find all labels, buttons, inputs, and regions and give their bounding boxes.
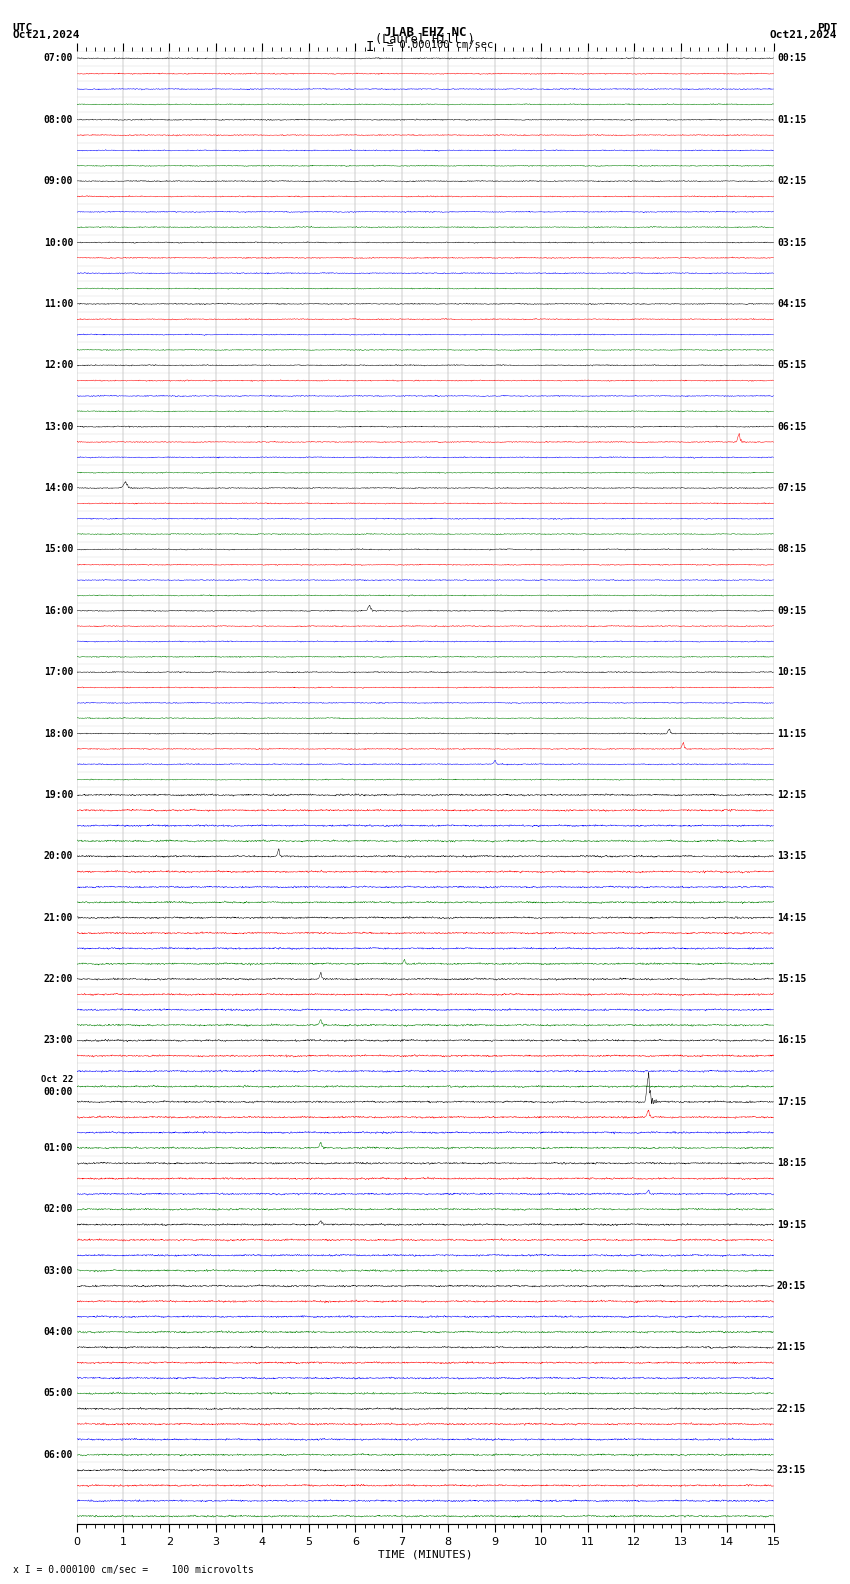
Text: 00:15: 00:15 bbox=[777, 54, 807, 63]
Text: 19:15: 19:15 bbox=[777, 1220, 807, 1229]
Text: 22:00: 22:00 bbox=[43, 974, 73, 984]
Text: 09:15: 09:15 bbox=[777, 605, 807, 616]
Text: 06:00: 06:00 bbox=[43, 1449, 73, 1460]
Text: 17:15: 17:15 bbox=[777, 1096, 807, 1107]
Text: 12:15: 12:15 bbox=[777, 790, 807, 800]
Text: 07:00: 07:00 bbox=[43, 54, 73, 63]
Text: UTC: UTC bbox=[13, 22, 33, 33]
Text: PDT: PDT bbox=[817, 22, 837, 33]
Text: 01:00: 01:00 bbox=[43, 1142, 73, 1153]
Text: 23:00: 23:00 bbox=[43, 1036, 73, 1045]
X-axis label: TIME (MINUTES): TIME (MINUTES) bbox=[377, 1549, 473, 1560]
Text: 16:00: 16:00 bbox=[43, 605, 73, 616]
Text: = 0.000100 cm/sec: = 0.000100 cm/sec bbox=[387, 40, 493, 51]
Text: 11:15: 11:15 bbox=[777, 729, 807, 738]
Text: 20:00: 20:00 bbox=[43, 851, 73, 862]
Text: x I = 0.000100 cm/sec =    100 microvolts: x I = 0.000100 cm/sec = 100 microvolts bbox=[13, 1565, 253, 1574]
Text: 20:15: 20:15 bbox=[777, 1281, 807, 1291]
Text: 09:00: 09:00 bbox=[43, 176, 73, 187]
Text: 05:00: 05:00 bbox=[43, 1388, 73, 1399]
Text: Oct 22: Oct 22 bbox=[41, 1076, 73, 1083]
Text: 12:00: 12:00 bbox=[43, 360, 73, 371]
Text: (Laurel Hill ): (Laurel Hill ) bbox=[375, 33, 475, 46]
Text: 01:15: 01:15 bbox=[777, 114, 807, 125]
Text: 16:15: 16:15 bbox=[777, 1036, 807, 1045]
Text: 03:15: 03:15 bbox=[777, 238, 807, 247]
Text: 06:15: 06:15 bbox=[777, 421, 807, 432]
Text: 10:15: 10:15 bbox=[777, 667, 807, 678]
Text: 13:15: 13:15 bbox=[777, 851, 807, 862]
Text: 03:00: 03:00 bbox=[43, 1266, 73, 1275]
Text: 19:00: 19:00 bbox=[43, 790, 73, 800]
Text: JLAB EHZ NC: JLAB EHZ NC bbox=[383, 25, 467, 40]
Text: 21:15: 21:15 bbox=[777, 1342, 807, 1353]
Text: 23:15: 23:15 bbox=[777, 1465, 807, 1475]
Text: 08:15: 08:15 bbox=[777, 545, 807, 554]
Text: 18:15: 18:15 bbox=[777, 1158, 807, 1169]
Text: 13:00: 13:00 bbox=[43, 421, 73, 432]
Text: 05:15: 05:15 bbox=[777, 360, 807, 371]
Text: 14:00: 14:00 bbox=[43, 483, 73, 493]
Text: 04:15: 04:15 bbox=[777, 299, 807, 309]
Text: 17:00: 17:00 bbox=[43, 667, 73, 678]
Text: 00:00: 00:00 bbox=[43, 1087, 73, 1098]
Text: 04:00: 04:00 bbox=[43, 1327, 73, 1337]
Text: 07:15: 07:15 bbox=[777, 483, 807, 493]
Text: 15:15: 15:15 bbox=[777, 974, 807, 984]
Text: 14:15: 14:15 bbox=[777, 912, 807, 923]
Text: Oct21,2024: Oct21,2024 bbox=[13, 30, 80, 40]
Text: 22:15: 22:15 bbox=[777, 1403, 807, 1415]
Text: 08:00: 08:00 bbox=[43, 114, 73, 125]
Text: 11:00: 11:00 bbox=[43, 299, 73, 309]
Text: 15:00: 15:00 bbox=[43, 545, 73, 554]
Text: 02:15: 02:15 bbox=[777, 176, 807, 187]
Text: 18:00: 18:00 bbox=[43, 729, 73, 738]
Text: I: I bbox=[366, 40, 374, 54]
Text: 02:00: 02:00 bbox=[43, 1204, 73, 1215]
Text: Oct21,2024: Oct21,2024 bbox=[770, 30, 837, 40]
Text: 10:00: 10:00 bbox=[43, 238, 73, 247]
Text: 21:00: 21:00 bbox=[43, 912, 73, 923]
